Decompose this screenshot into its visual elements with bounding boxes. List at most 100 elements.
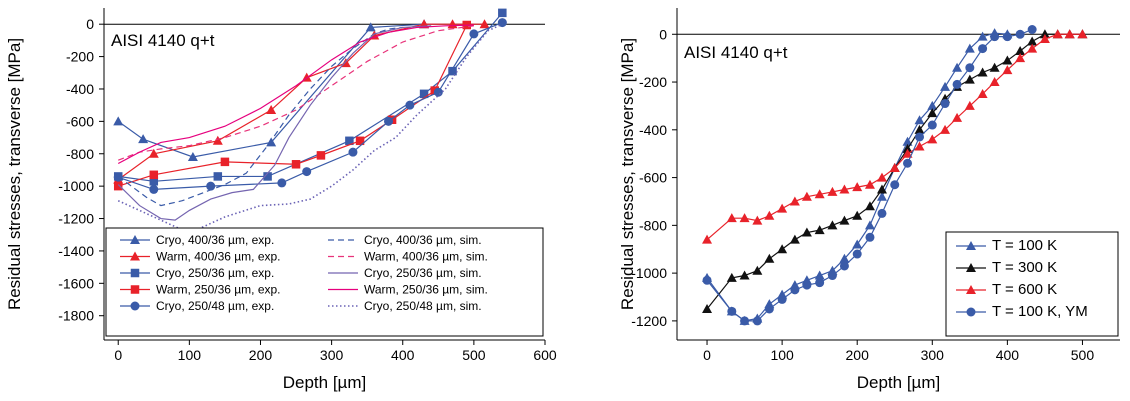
data-point: [852, 182, 863, 192]
series-5: [113, 18, 507, 194]
y-tick-label: -200: [66, 49, 94, 65]
data-point: [865, 232, 875, 242]
data-point: [1002, 55, 1013, 65]
y-axis-label: Residual stresses, transverse [MPa]: [5, 38, 24, 310]
y-tick-label: -200: [639, 74, 667, 90]
data-point: [814, 225, 825, 235]
legend-label: Cryo, 250/48 µm, sim.: [364, 299, 482, 313]
data-point: [964, 100, 975, 110]
data-point: [789, 234, 800, 244]
data-point: [149, 177, 159, 186]
x-tick-label: 100: [770, 347, 794, 363]
legend-label: Warm, 400/36 µm, exp.: [156, 250, 281, 264]
y-tick-label: -1200: [631, 313, 667, 329]
data-point: [927, 100, 938, 110]
data-point: [365, 22, 376, 32]
legend-label: Warm, 250/36 µm, exp.: [156, 283, 281, 297]
legend-marker: [130, 235, 140, 244]
data-point: [1015, 29, 1025, 39]
x-tick-label: 300: [921, 347, 945, 363]
data-point: [727, 306, 737, 316]
data-point: [914, 115, 925, 125]
data-point: [1039, 29, 1050, 39]
chart-1: 0 100 200 300 400 500 600 0 -200 -400 -600 -800 -100…: [5, 8, 557, 392]
data-point: [1027, 43, 1038, 53]
legend-label: Cryo, 400/36 µm, sim.: [364, 233, 482, 247]
legend-label: Cryo, 250/36 µm, sim.: [364, 266, 482, 280]
data-point: [752, 316, 762, 326]
y-tick-label: -800: [639, 217, 667, 233]
legend-label: T = 300 K: [992, 259, 1057, 276]
y-tick-label: -600: [639, 170, 667, 186]
data-point: [852, 210, 863, 220]
data-point: [827, 220, 838, 230]
x-tick-label: 400: [391, 347, 415, 363]
data-point: [990, 32, 1000, 42]
x-tick-label: 400: [996, 347, 1020, 363]
data-point: [927, 120, 937, 130]
data-point: [148, 148, 159, 158]
data-point: [839, 184, 850, 194]
x-tick-label: 0: [114, 347, 122, 363]
data-point: [814, 270, 825, 280]
series-line: [117, 23, 485, 181]
data-point: [220, 157, 230, 167]
x-tick-label: 300: [320, 347, 344, 363]
data-point: [964, 74, 975, 84]
x-axis-label: Depth [µm]: [283, 373, 367, 392]
data-point: [876, 172, 887, 182]
data-point: [740, 316, 750, 326]
data-point: [149, 170, 159, 180]
data-point: [739, 213, 750, 223]
data-point: [764, 253, 775, 263]
series-line: [706, 33, 1083, 241]
data-point: [852, 239, 863, 249]
data-point: [989, 62, 1000, 72]
legend-label: T = 600 K: [992, 281, 1057, 298]
data-point: [890, 180, 900, 190]
data-point: [448, 66, 457, 76]
x-tick-label: 500: [462, 347, 486, 363]
data-point: [369, 30, 380, 40]
y-tick-label: 0: [86, 16, 94, 32]
data-point: [113, 181, 123, 191]
legend-label: Cryo, 250/48 µm, exp.: [156, 299, 274, 313]
data-point: [952, 62, 963, 72]
data-point: [827, 186, 838, 196]
x-tick-label: 100: [178, 347, 202, 363]
data-point: [902, 136, 913, 146]
legend-marker: [966, 285, 976, 294]
data-point: [814, 189, 825, 199]
data-point: [876, 184, 887, 194]
legend-label: T = 100 K, YM: [992, 303, 1088, 320]
data-point: [302, 167, 312, 177]
series-4: [702, 24, 1037, 326]
data-point: [927, 108, 938, 118]
data-point: [1052, 29, 1063, 39]
data-point: [789, 196, 800, 206]
data-point: [864, 220, 875, 230]
data-point: [149, 184, 159, 194]
series-line: [117, 23, 503, 234]
data-point: [1002, 32, 1012, 42]
data-point: [977, 31, 988, 41]
y-tick-label: -800: [66, 146, 94, 162]
data-point: [827, 271, 837, 281]
x-tick-label: 500: [1071, 347, 1095, 363]
data-point: [384, 116, 394, 126]
chart-2: 0 100 200 300 400 500 0 -200 -400 -600 -800 -1000 -1…: [618, 8, 1120, 392]
data-point: [498, 8, 507, 18]
series-8: [117, 25, 432, 221]
legend-label: Warm, 400/36 µm, sim.: [364, 250, 488, 264]
data-point: [989, 77, 1000, 87]
y-tick-label: -1400: [58, 243, 94, 259]
data-point: [1077, 29, 1088, 39]
y-tick-label: -1000: [631, 265, 667, 281]
y-tick-label: -1000: [58, 178, 94, 194]
data-point: [940, 124, 951, 134]
data-point: [940, 99, 950, 109]
legend-marker: [130, 268, 140, 278]
data-point: [263, 172, 272, 181]
data-point: [1039, 34, 1050, 44]
series-line: [117, 25, 432, 221]
